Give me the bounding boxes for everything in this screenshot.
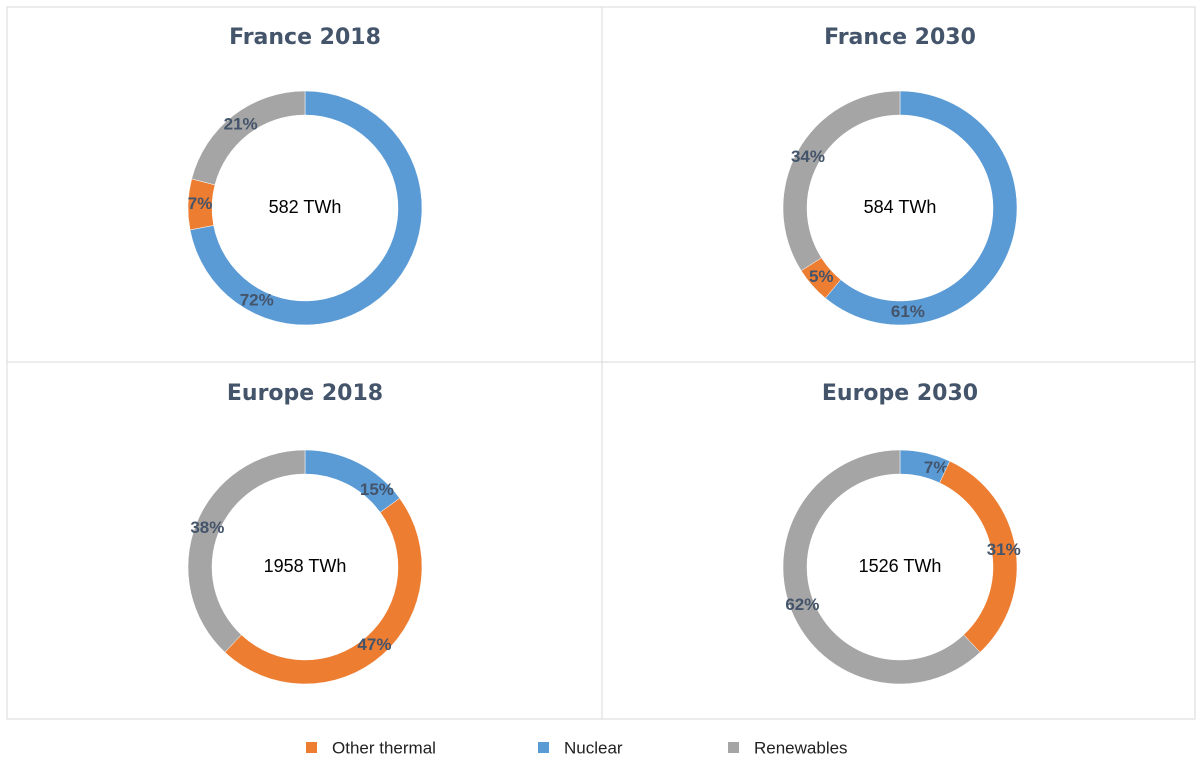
donut-segment: [191, 90, 306, 186]
data-label: 5%: [809, 267, 834, 286]
data-label: 7%: [924, 458, 949, 477]
chart-title: France 2030: [824, 25, 976, 50]
donut-segment: [825, 90, 1018, 326]
legend-label: Nuclear: [564, 738, 623, 757]
chart-title: France 2018: [229, 25, 381, 50]
donut-segment: [189, 90, 423, 326]
data-label: 61%: [891, 302, 925, 321]
legend-label: Renewables: [754, 738, 848, 757]
data-label: 31%: [987, 540, 1021, 559]
data-label: 62%: [785, 595, 819, 614]
data-label: 72%: [240, 291, 274, 310]
legend-swatch: [728, 742, 739, 753]
legend-swatch: [538, 742, 549, 753]
data-label: 7%: [188, 194, 213, 213]
chart-title: Europe 2018: [227, 381, 383, 406]
donut-segment: [782, 90, 901, 272]
frame: [6, 6, 1196, 720]
chart-title: Europe 2030: [822, 381, 978, 406]
center-label: 584 TWh: [864, 197, 937, 217]
legend-swatch: [306, 742, 317, 753]
donut-segment: [224, 497, 423, 685]
data-label: 34%: [791, 147, 825, 166]
data-label: 21%: [224, 115, 258, 134]
data-label: 38%: [190, 518, 224, 537]
center-label: 582 TWh: [269, 197, 342, 217]
data-label: 15%: [360, 480, 394, 499]
center-label: 1958 TWh: [264, 556, 347, 576]
donut-segment: [187, 449, 306, 653]
data-label: 47%: [357, 635, 391, 654]
donut-segment: [782, 449, 981, 685]
center-label: 1526 TWh: [859, 556, 942, 576]
legend-label: Other thermal: [332, 738, 436, 757]
